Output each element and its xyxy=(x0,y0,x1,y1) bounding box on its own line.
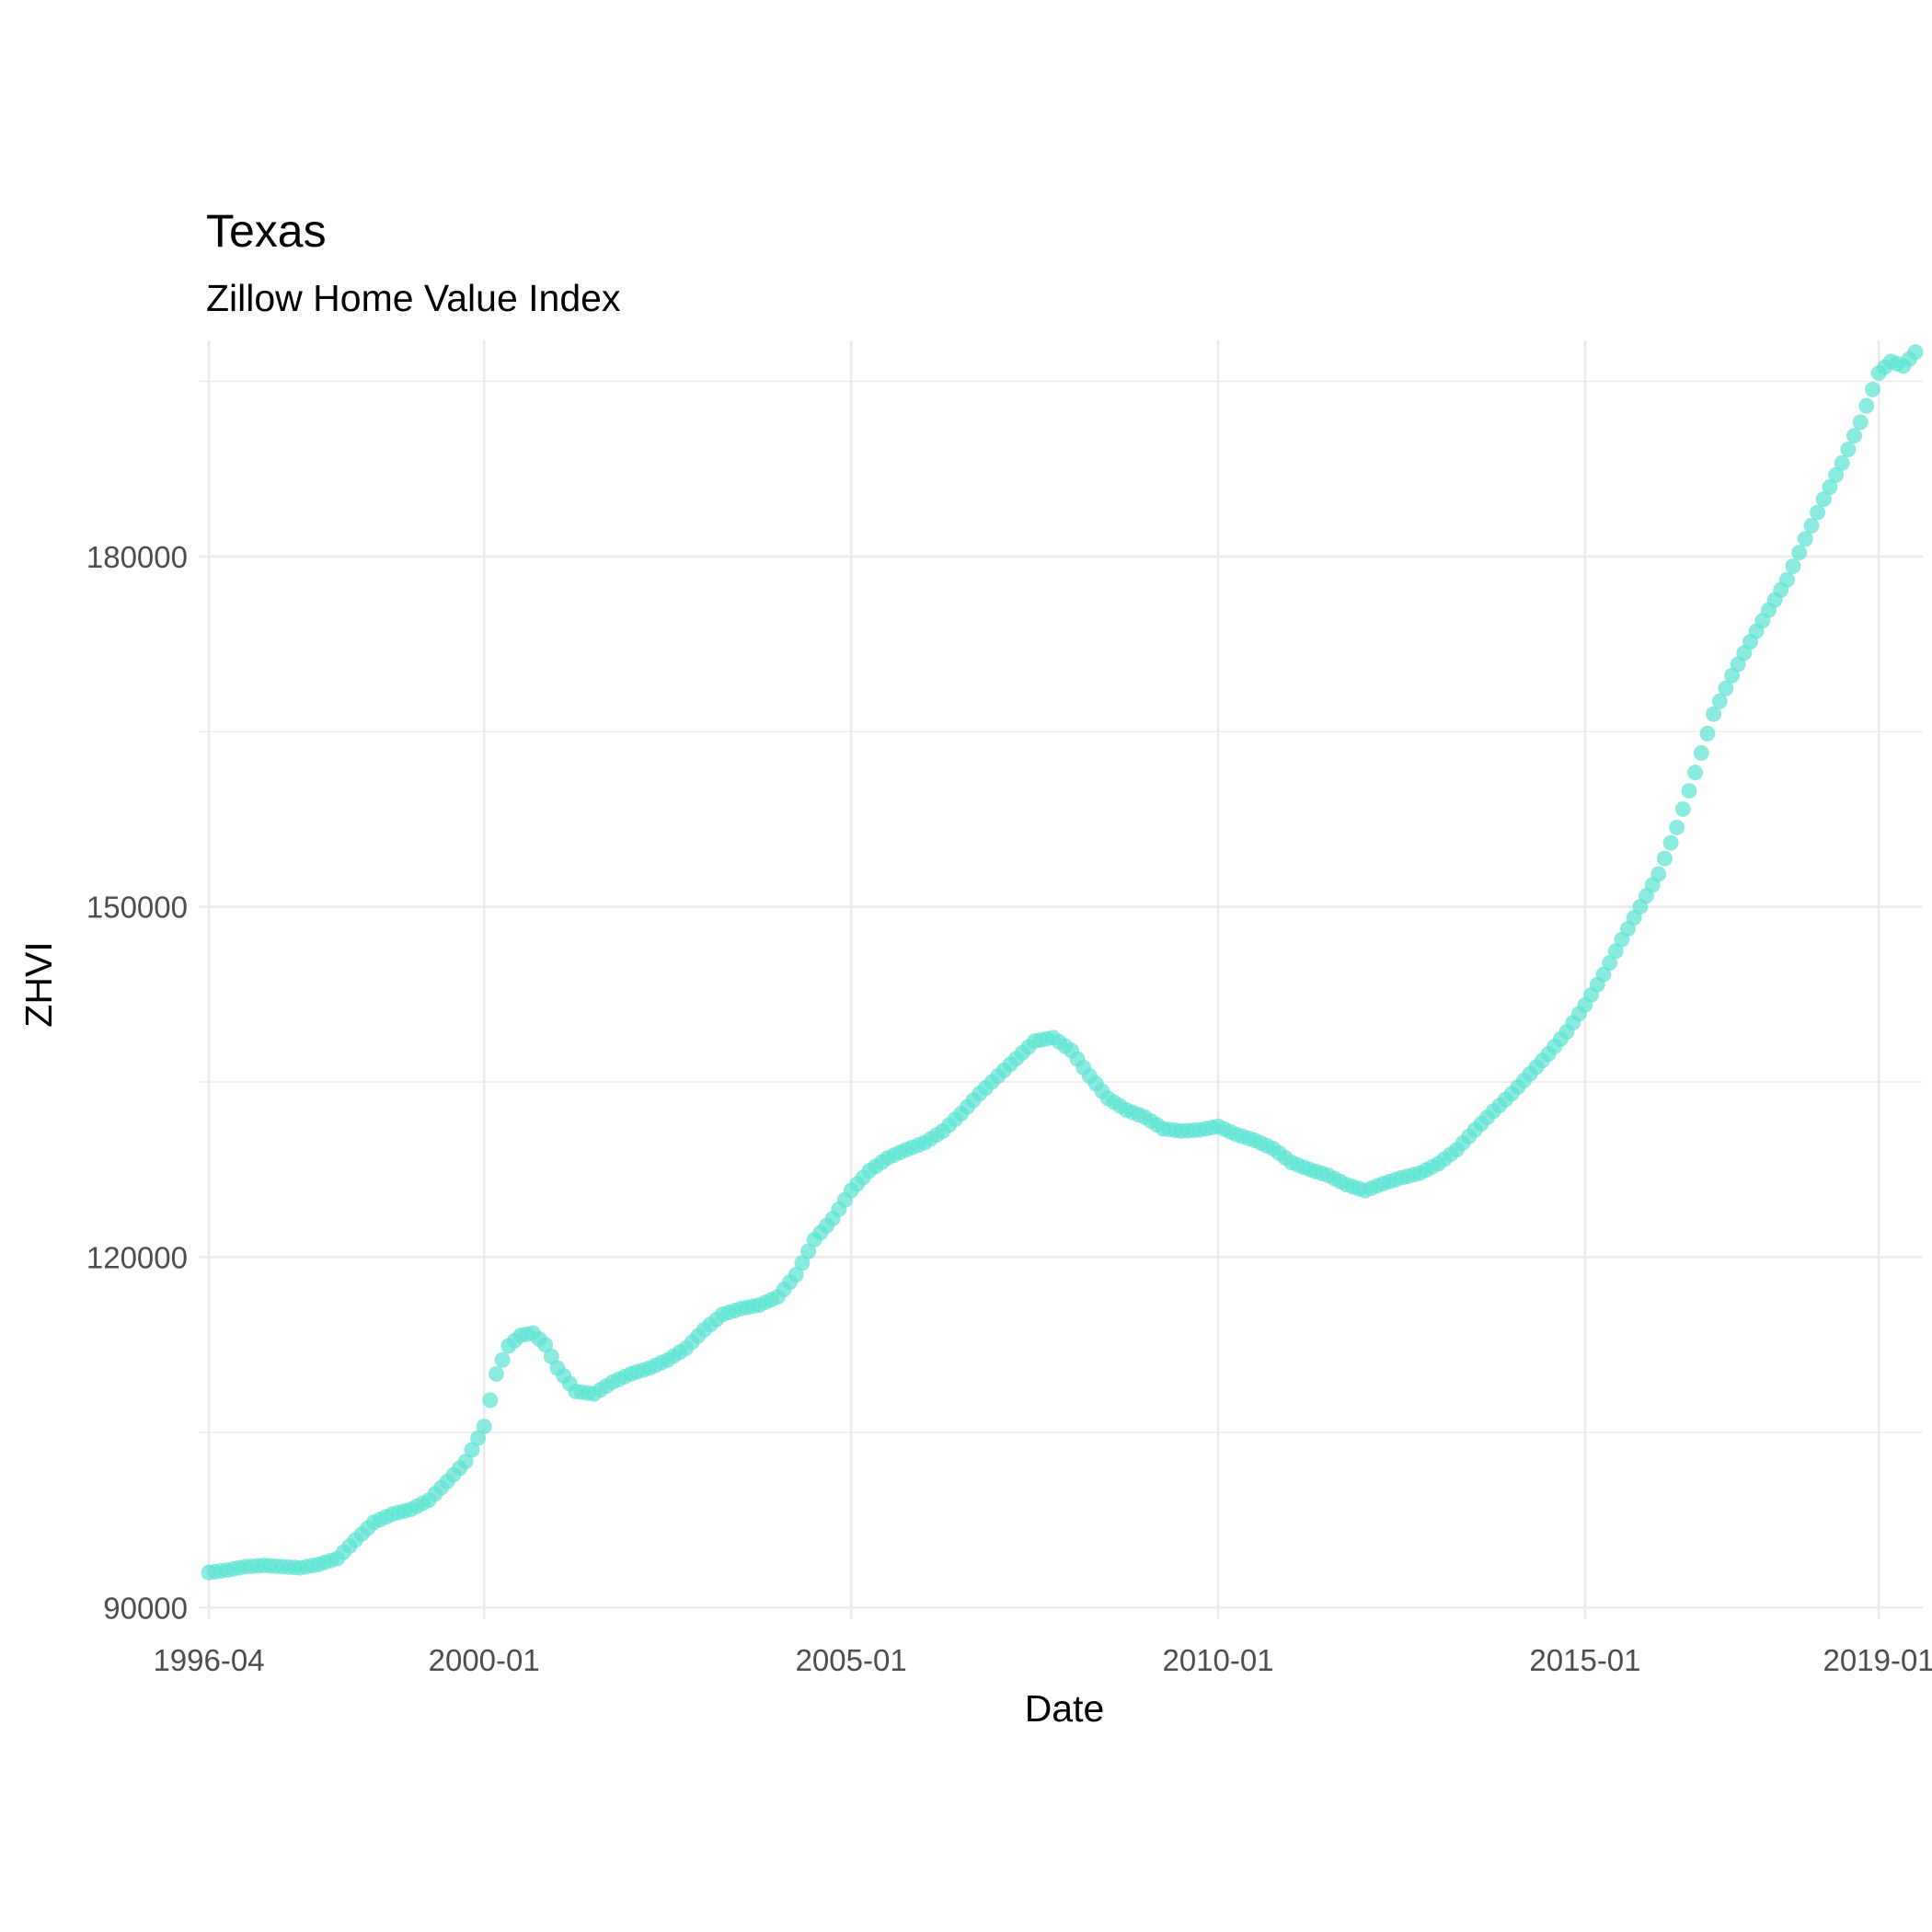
x-tick-label: 2015-01 xyxy=(1529,1643,1640,1677)
data-point xyxy=(1650,866,1667,882)
x-tick-label: 1996-04 xyxy=(153,1643,264,1677)
x-tick-label: 2019-01 xyxy=(1823,1643,1932,1677)
data-point xyxy=(1687,765,1704,781)
data-point xyxy=(476,1419,492,1435)
data-point xyxy=(1828,466,1845,483)
data-point xyxy=(488,1365,504,1382)
data-point xyxy=(794,1255,811,1271)
data-point xyxy=(1852,414,1869,431)
data-point xyxy=(1607,943,1624,960)
data-point xyxy=(482,1392,499,1409)
x-tick-label: 2000-01 xyxy=(429,1643,540,1677)
data-point xyxy=(1797,531,1813,547)
data-point xyxy=(1785,558,1801,574)
data-point xyxy=(1810,504,1826,521)
data-point xyxy=(1864,381,1880,397)
chart-subtitle: Zillow Home Value Index xyxy=(206,277,621,319)
x-tick-label: 2005-01 xyxy=(796,1643,907,1677)
data-point xyxy=(1674,800,1691,817)
data-point xyxy=(1718,680,1734,696)
chart-title: Texas xyxy=(206,205,327,257)
x-tick-label: 2010-01 xyxy=(1162,1643,1273,1677)
x-axis-title: Date xyxy=(1025,1687,1105,1730)
data-point xyxy=(1858,397,1875,414)
grid xyxy=(199,340,1923,1619)
data-point xyxy=(788,1267,804,1283)
data-point xyxy=(1699,725,1716,742)
data-point xyxy=(800,1243,817,1259)
data-point xyxy=(464,1442,480,1458)
data-point xyxy=(1778,571,1795,588)
data-point xyxy=(457,1454,474,1470)
y-axis-title: ZHVI xyxy=(17,941,60,1027)
data-point xyxy=(1803,517,1820,534)
data-point xyxy=(1681,783,1697,799)
y-tick-label: 180000 xyxy=(86,540,188,574)
data-point xyxy=(1669,819,1685,835)
data-point xyxy=(470,1430,487,1446)
data-point xyxy=(1815,491,1832,508)
y-tick-label: 120000 xyxy=(86,1240,188,1274)
data-point xyxy=(1693,745,1709,762)
x-tick-labels: 1996-04 2000-01 2005-01 2010-01 2015-01 2019-… xyxy=(153,1643,1932,1677)
data-point xyxy=(537,1337,554,1353)
data-points xyxy=(201,344,1924,1581)
data-point xyxy=(1846,428,1863,444)
data-point xyxy=(1791,545,1808,561)
data-point xyxy=(1840,441,1857,457)
y-tick-label: 150000 xyxy=(86,891,188,925)
data-point xyxy=(1822,479,1838,496)
data-point xyxy=(1602,955,1618,972)
y-tick-labels: 90000 120000 150000 180000 xyxy=(86,540,188,1625)
data-point xyxy=(1662,834,1679,851)
data-point xyxy=(1711,693,1728,709)
data-point xyxy=(1907,344,1924,361)
data-point xyxy=(1595,966,1612,983)
data-point xyxy=(543,1348,559,1364)
y-tick-label: 90000 xyxy=(103,1591,188,1625)
data-point xyxy=(494,1351,511,1368)
data-point xyxy=(1706,706,1722,722)
data-point xyxy=(1656,850,1673,867)
data-point xyxy=(1834,454,1850,471)
